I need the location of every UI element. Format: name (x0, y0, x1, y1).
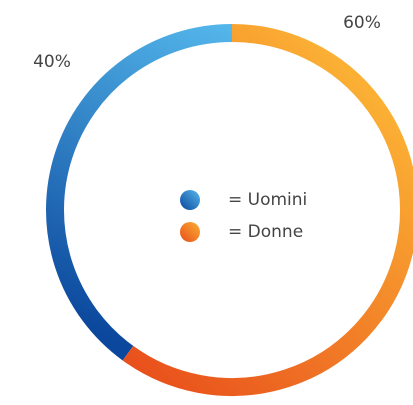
donut-segment (122, 24, 413, 396)
legend-swatch (180, 190, 200, 210)
legend-label: = Donne (228, 222, 303, 242)
legend-swatch (180, 222, 200, 242)
donut-segment (46, 24, 233, 361)
value-label: 60% (343, 13, 381, 33)
legend-label: = Uomini (228, 190, 307, 210)
value-label: 40% (33, 52, 71, 72)
